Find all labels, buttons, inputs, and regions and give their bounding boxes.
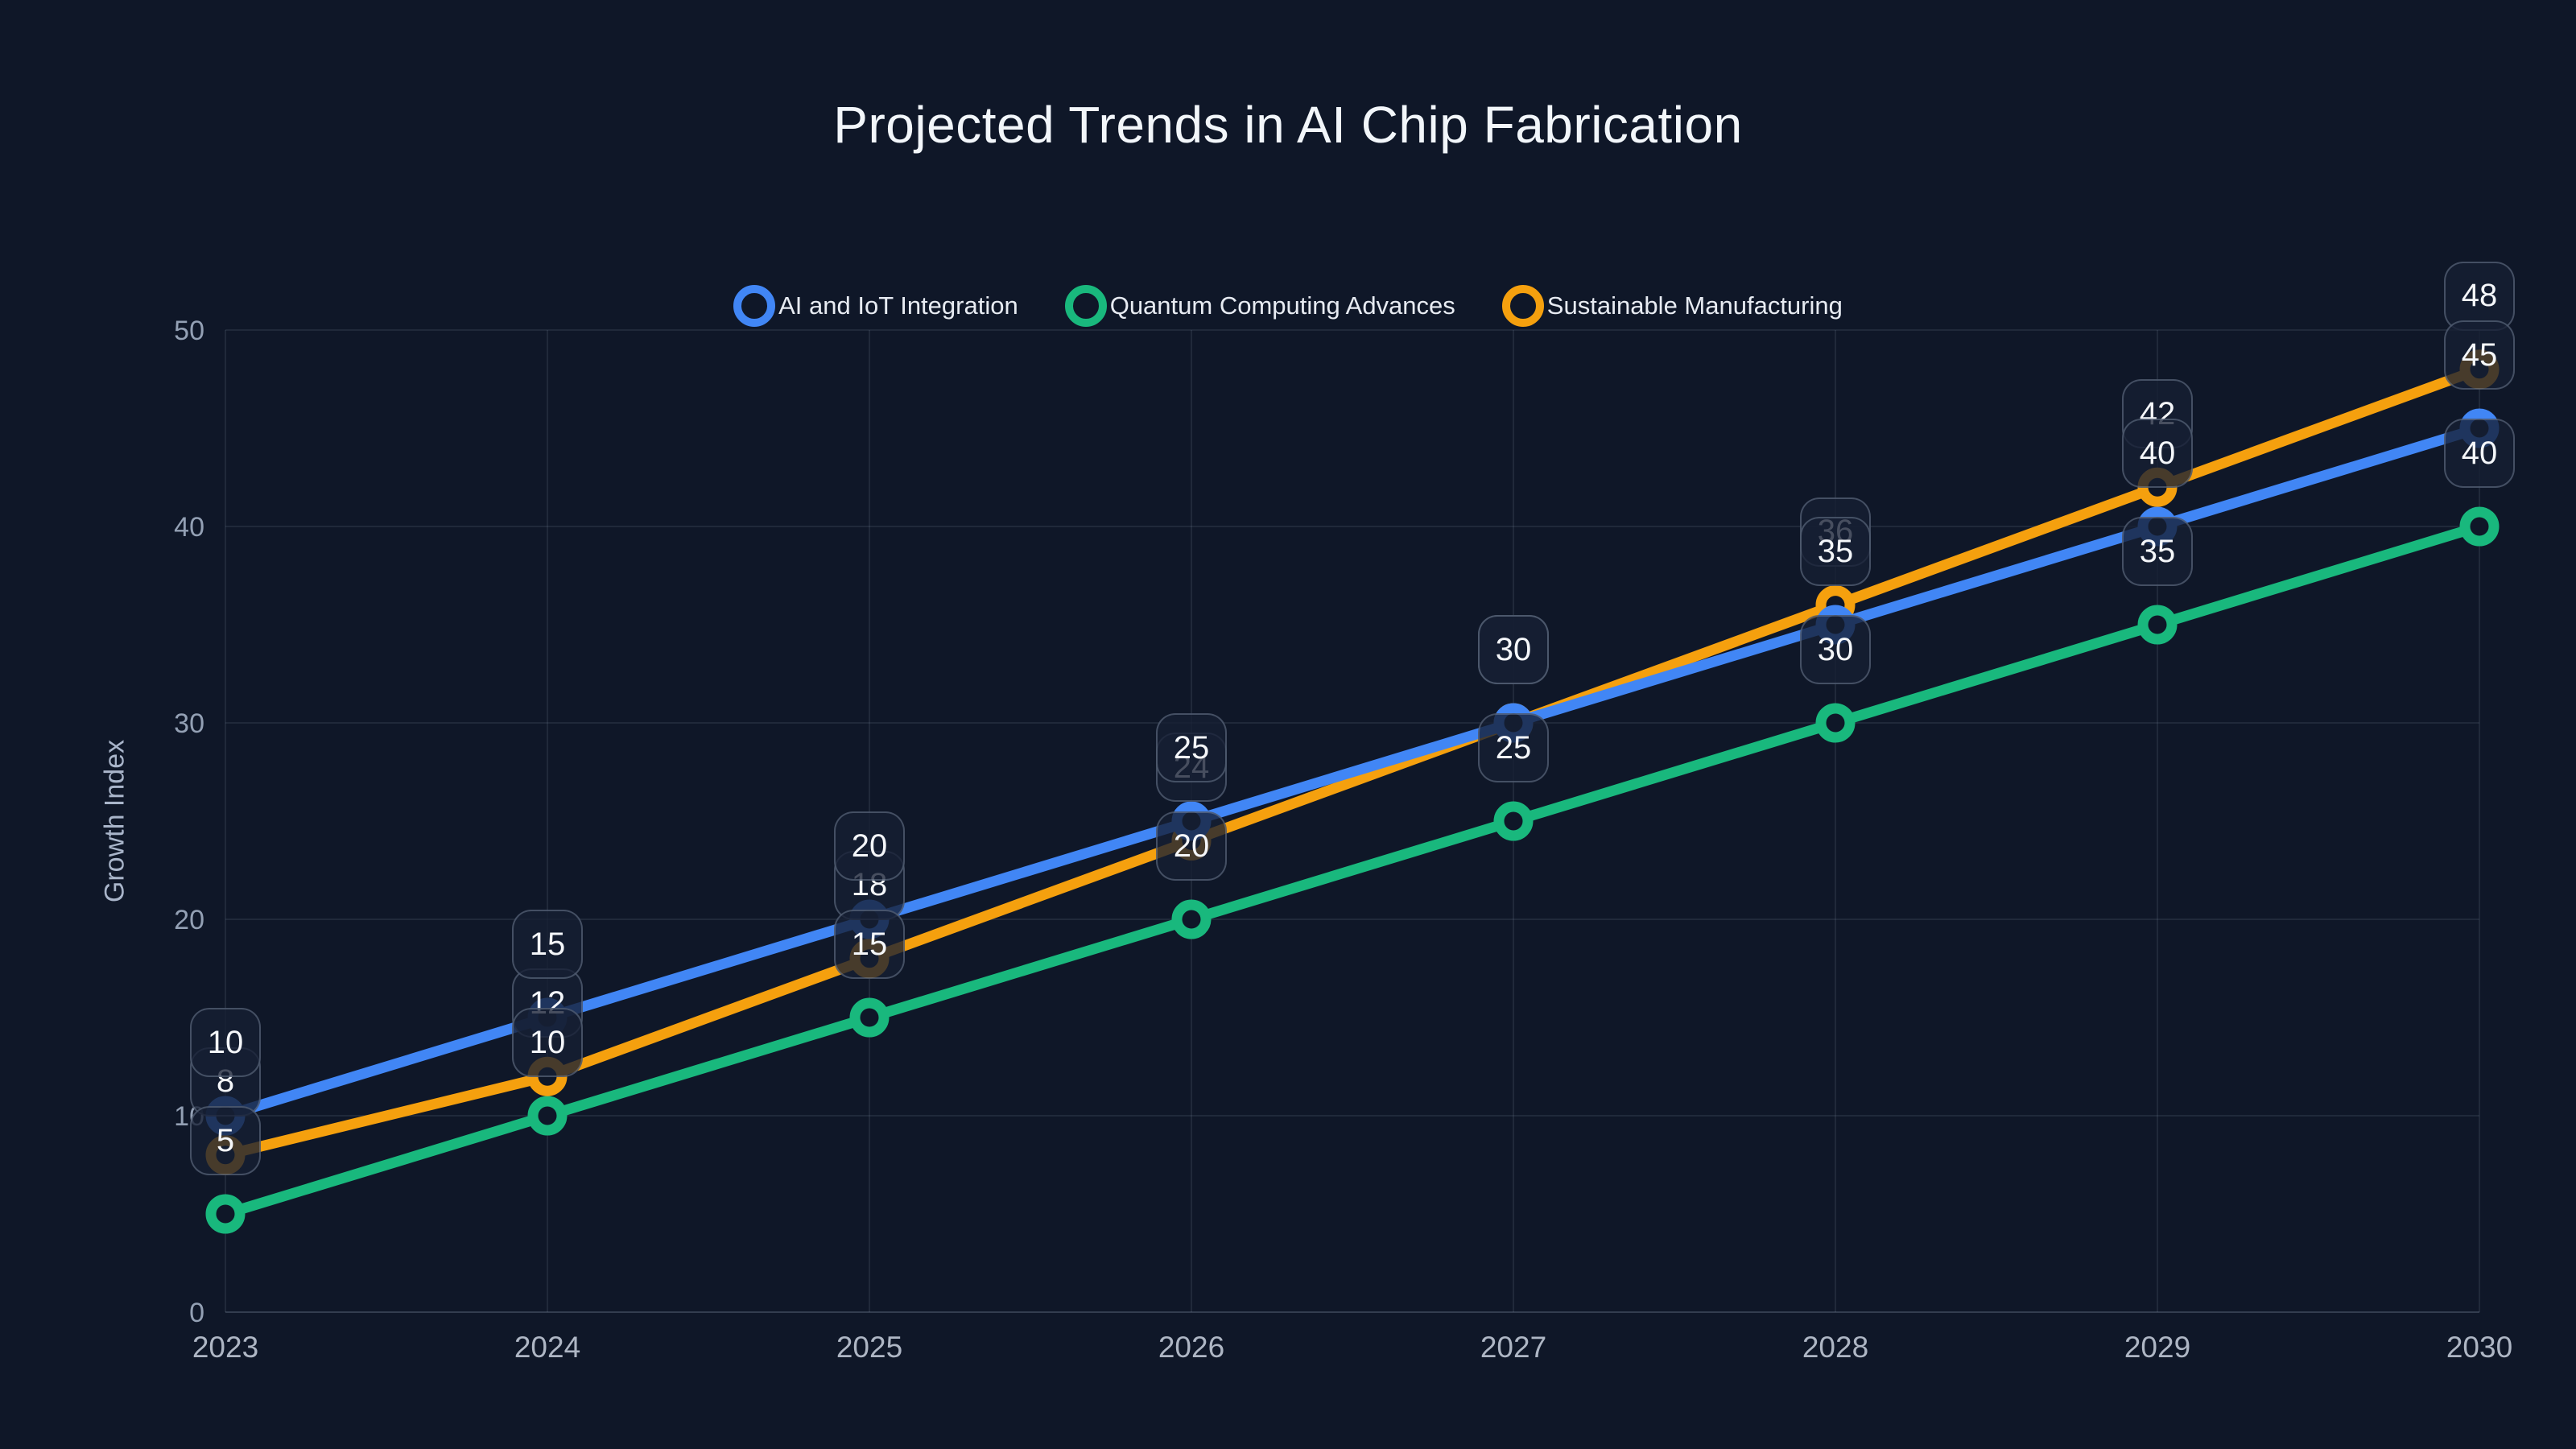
data-point bbox=[2459, 408, 2500, 448]
x-tick-label: 2030 bbox=[2446, 1331, 2512, 1364]
data-point bbox=[527, 997, 568, 1038]
data-point bbox=[1493, 703, 1534, 743]
data-point bbox=[205, 1096, 246, 1136]
legend-swatch-icon bbox=[1501, 285, 1544, 327]
legend-swatch-icon bbox=[1064, 285, 1107, 327]
legend-item[interactable]: Sustainable Manufacturing bbox=[1501, 285, 1843, 327]
x-tick-label: 2023 bbox=[192, 1331, 258, 1364]
data-point bbox=[1171, 801, 1212, 841]
y-tick-label: 0 bbox=[189, 1298, 204, 1328]
data-point bbox=[2137, 467, 2178, 507]
legend-item[interactable]: Quantum Computing Advances bbox=[1064, 285, 1455, 327]
series-line bbox=[220, 423, 2485, 1121]
chart-title: Projected Trends in AI Chip Fabrication bbox=[833, 96, 1743, 154]
legend: AI and IoT Integration Quantum Computing … bbox=[0, 280, 2576, 332]
legend-label: Sustainable Manufacturing bbox=[1546, 291, 1843, 320]
data-point bbox=[2137, 605, 2178, 645]
data-point bbox=[2459, 349, 2500, 390]
legend-label: Quantum Computing Advances bbox=[1109, 291, 1455, 320]
series-line bbox=[220, 364, 2485, 1161]
data-point bbox=[2459, 506, 2500, 547]
series-line bbox=[220, 521, 2485, 1220]
data-point bbox=[527, 1096, 568, 1136]
data-point bbox=[205, 1194, 246, 1234]
x-tick-label: 2025 bbox=[836, 1331, 902, 1364]
data-point bbox=[1815, 703, 1856, 743]
x-tick-label: 2024 bbox=[514, 1331, 580, 1364]
data-point bbox=[1815, 605, 1856, 645]
data-point bbox=[849, 899, 890, 939]
data-point bbox=[2137, 506, 2178, 547]
x-tick-label: 2028 bbox=[1802, 1331, 1868, 1364]
y-tick-label: 40 bbox=[174, 512, 204, 543]
data-point bbox=[849, 997, 890, 1038]
legend-item[interactable]: AI and IoT Integration bbox=[733, 285, 1018, 327]
x-tick-label: 2027 bbox=[1480, 1331, 1546, 1364]
legend-swatch-icon bbox=[733, 285, 776, 327]
data-point bbox=[527, 1056, 568, 1096]
y-tick-label: 50 bbox=[174, 316, 204, 346]
data-point bbox=[1171, 899, 1212, 939]
y-tick-label: 20 bbox=[174, 905, 204, 935]
y-tick-label: 30 bbox=[174, 708, 204, 739]
data-point bbox=[205, 1135, 246, 1175]
data-point bbox=[1493, 801, 1534, 841]
x-tick-label: 2026 bbox=[1158, 1331, 1224, 1364]
legend-label: AI and IoT Integration bbox=[778, 291, 1018, 320]
y-tick-label: 10 bbox=[174, 1101, 204, 1132]
x-tick-label: 2029 bbox=[2124, 1331, 2190, 1364]
data-point bbox=[849, 939, 890, 979]
